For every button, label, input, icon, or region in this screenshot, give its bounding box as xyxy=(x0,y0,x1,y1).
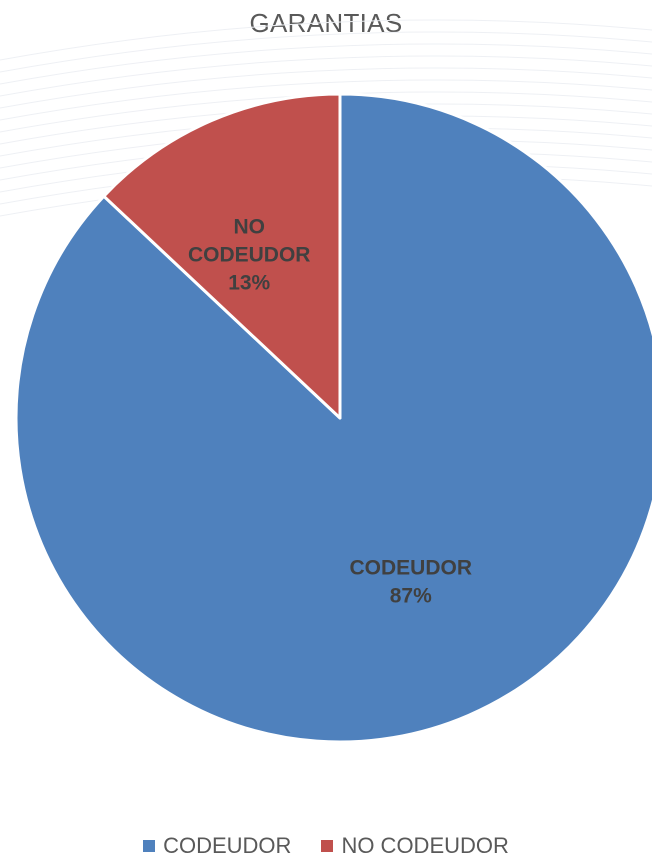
background-line xyxy=(0,31,652,73)
data-label-codeudor: CODEUDOR 87% xyxy=(350,557,473,608)
legend-swatch-codeudor xyxy=(143,840,156,852)
legend: CODEUDOR NO CODEUDOR xyxy=(0,833,652,859)
data-label-line: 87% xyxy=(390,585,432,608)
data-label-line: NO xyxy=(233,215,265,238)
data-labels: CODEUDOR 87% NO CODEUDOR 13% xyxy=(188,215,472,607)
background-line xyxy=(0,43,652,85)
background-line xyxy=(0,79,652,121)
legend-item-codeudor: CODEUDOR xyxy=(143,833,291,859)
legend-swatch-no-codeudor xyxy=(321,840,334,852)
pie-slice-no-codeudor xyxy=(102,92,342,420)
legend-label-codeudor: CODEUDOR xyxy=(163,833,292,858)
legend-item-no-codeudor: NO CODEUDOR xyxy=(321,833,509,859)
legend-label-no-codeudor: NO CODEUDOR xyxy=(341,833,509,858)
data-label-no-codeudor: NO CODEUDOR 13% xyxy=(188,215,311,294)
background-line xyxy=(0,67,652,109)
background-line xyxy=(0,19,652,61)
data-label-line: CODEUDOR xyxy=(350,557,473,580)
data-label-line: 13% xyxy=(228,271,270,294)
pie-slices xyxy=(14,92,652,744)
data-label-line: CODEUDOR xyxy=(188,243,311,266)
background-line xyxy=(0,55,652,97)
pie-slice-codeudor xyxy=(14,92,652,744)
